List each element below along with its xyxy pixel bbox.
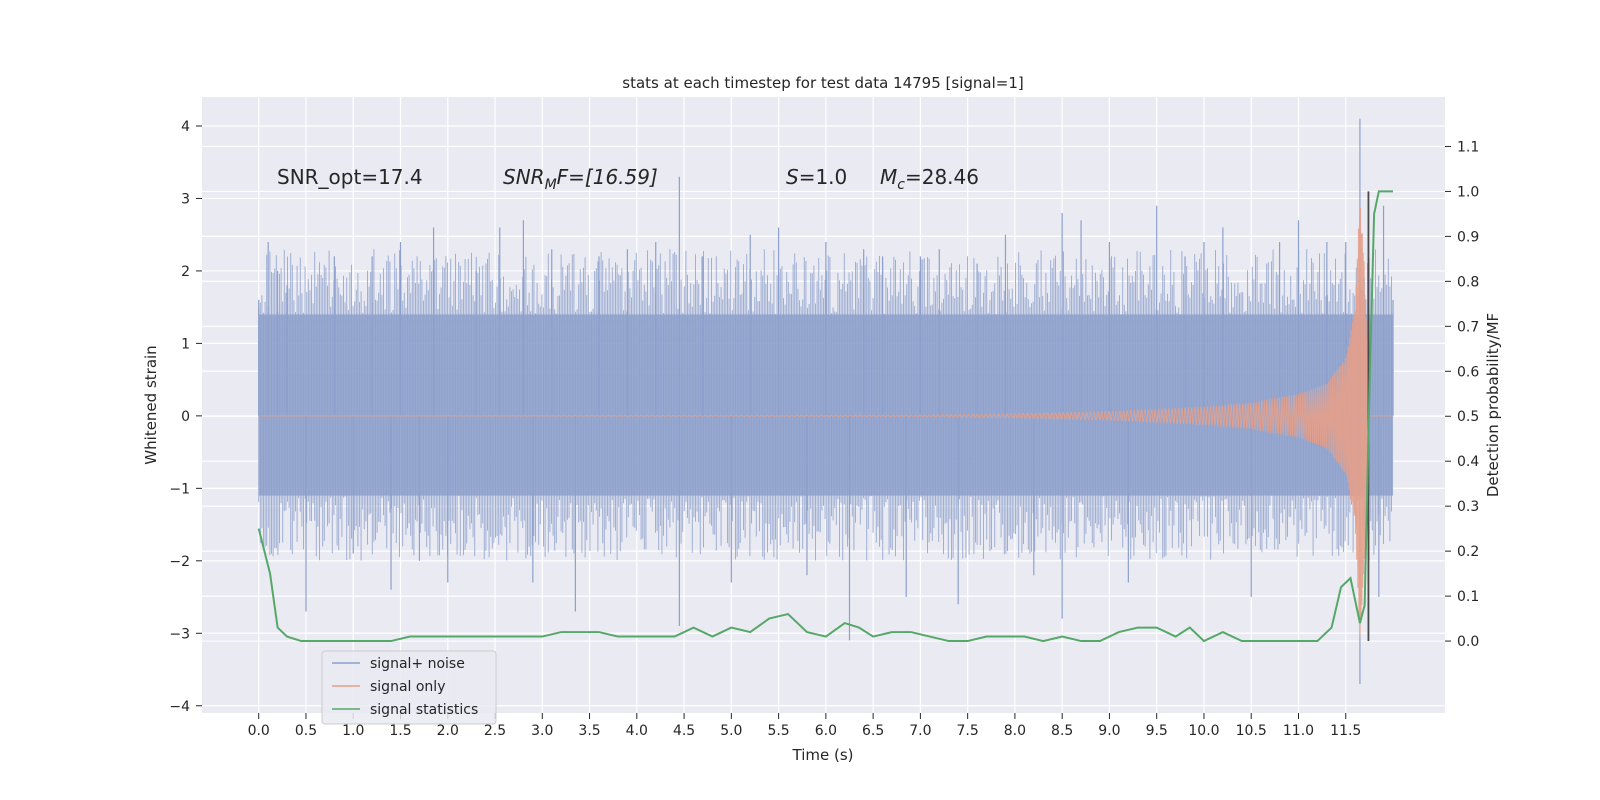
y2-tick-label: 1.1 — [1457, 139, 1479, 155]
x-tick-label: 9.0 — [1098, 723, 1120, 739]
y-tick-label: −1 — [169, 481, 190, 497]
annotations: SNR_opt=17.4 SNRMF=[16.59] S=1.0 Mc=28.4… — [277, 165, 979, 193]
y2-tick-label: 0.1 — [1457, 589, 1479, 605]
x-tick-label: 2.5 — [484, 723, 506, 739]
annotation-snr-mf-main: SNR — [503, 165, 545, 189]
x-tick-label: 0.5 — [295, 723, 317, 739]
y-tick-label: 4 — [181, 119, 190, 135]
annotation-snr-opt: SNR_opt=17.4 — [277, 165, 423, 189]
annotation-snr-mf-sub: M — [545, 177, 557, 193]
x-tick-label: 10.0 — [1188, 723, 1219, 739]
x-tick-label: 0.0 — [248, 723, 270, 739]
y-tick-label: 0 — [181, 409, 190, 425]
x-tick-label: 8.5 — [1051, 723, 1073, 739]
x-tick-label: 9.5 — [1146, 723, 1168, 739]
x-tick-label: 1.0 — [342, 723, 364, 739]
x-tick-label: 2.0 — [437, 723, 459, 739]
x-tick-label: 4.5 — [673, 723, 695, 739]
signal-only-line — [258, 207, 1393, 637]
annotation-mc-main: M — [880, 165, 897, 189]
annotation-s-rest: =1.0 — [799, 165, 848, 189]
x-tick-label: 3.5 — [578, 723, 600, 739]
legend-label-signal-noise: signal+ noise — [370, 656, 465, 672]
y2-tick-label: 0.7 — [1457, 319, 1479, 335]
x-tick-label: 7.5 — [957, 723, 979, 739]
y2-tick-label: 1.0 — [1457, 184, 1479, 200]
y-tick-label: −4 — [169, 699, 190, 715]
y-tick-label: 2 — [181, 264, 190, 280]
legend-box — [321, 650, 497, 725]
annotation-snr-mf: SNRMF=[16.59] — [503, 165, 658, 193]
x-tick-label: 8.0 — [1004, 723, 1026, 739]
signal-statistics-line — [257, 190, 1394, 643]
x-tick-label: 6.0 — [815, 723, 837, 739]
y-tick-label: 1 — [181, 336, 190, 352]
y-tick-label: −2 — [169, 554, 190, 570]
annotation-snr-mf-rest: F=[16.59] — [557, 165, 658, 189]
x-tick-label: 3.0 — [531, 723, 553, 739]
y2-axis-title: Detection probability/MF — [1484, 313, 1502, 497]
chart-title: stats at each timestep for test data 147… — [622, 74, 1023, 92]
y-tick-label: −3 — [169, 626, 190, 642]
y-axis-title: Whitened strain — [142, 345, 160, 464]
annotation-mc-rest: =28.46 — [905, 165, 979, 189]
y2-tick-label: 0.4 — [1457, 454, 1479, 470]
annotation-s: S=1.0 — [786, 165, 847, 189]
legend-label-signal-statistics: signal statistics — [370, 702, 478, 718]
annotation-mc: Mc=28.46 — [880, 165, 979, 193]
x-tick-label: 11.0 — [1283, 723, 1314, 739]
y2-tick-label: 0.9 — [1457, 229, 1479, 245]
x-tick-label: 1.5 — [389, 723, 411, 739]
y2-tick-label: 0.3 — [1457, 499, 1479, 515]
x-tick-label: 4.0 — [626, 723, 648, 739]
x-tick-label: 11.5 — [1330, 723, 1361, 739]
x-tick-label: 10.5 — [1236, 723, 1267, 739]
annotation-s-main: S — [786, 165, 799, 189]
y2-tick-label: 0.2 — [1457, 544, 1479, 560]
legend-label-signal-only: signal only — [370, 679, 445, 695]
x-tick-label: 7.0 — [909, 723, 931, 739]
x-tick-label: 6.5 — [862, 723, 884, 739]
x-axis-title: Time (s) — [792, 746, 854, 764]
axes: 0.0 0.5 1.0 1.5 2.0 2.5 3.0 3.5 4.0 4.5 5.0 5.5 6.0 6… — [169, 119, 1479, 739]
x-tick-label: 5.5 — [767, 723, 789, 739]
y2-tick-label: 0.6 — [1457, 364, 1479, 380]
y2-tick-label: 0.8 — [1457, 274, 1479, 290]
x-tick-label: 5.0 — [720, 723, 742, 739]
plot-area — [257, 118, 1394, 685]
y-tick-label: 3 — [181, 191, 190, 207]
legend: signal+ noise signal only signal statist… — [321, 650, 497, 725]
annotation-mc-sub: c — [897, 177, 905, 193]
y2-tick-label: 0.5 — [1457, 409, 1479, 425]
y2-tick-label: 0.0 — [1457, 634, 1479, 650]
